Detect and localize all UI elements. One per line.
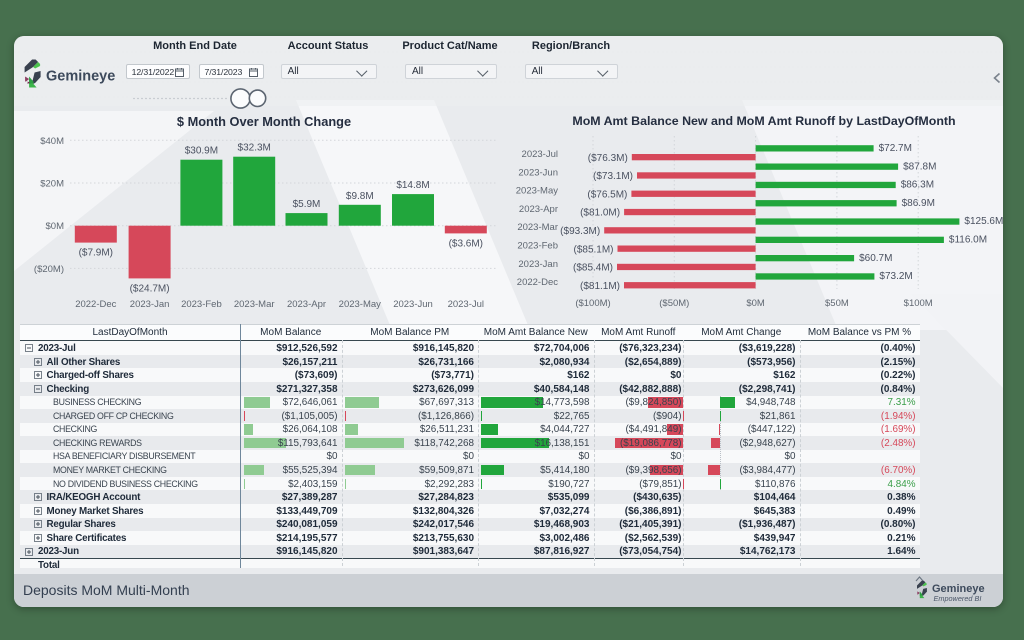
- svg-text:$30.9M: $30.9M: [185, 146, 218, 157]
- svg-text:$5.9M: $5.9M: [293, 199, 321, 210]
- svg-text:($81.1M): ($81.1M): [580, 281, 620, 292]
- svg-text:$86.9M: $86.9M: [902, 198, 935, 209]
- svg-text:2023-Jul: 2023-Jul: [448, 299, 484, 310]
- svg-text:2023-Feb: 2023-Feb: [181, 299, 222, 310]
- svg-text:($73.1M): ($73.1M): [593, 171, 633, 182]
- svg-text:2022-Dec: 2022-Dec: [517, 277, 558, 288]
- svg-text:$0M: $0M: [746, 298, 765, 309]
- svg-text:2023-Feb: 2023-Feb: [517, 241, 558, 252]
- svg-text:$87.8M: $87.8M: [903, 161, 936, 172]
- svg-text:$86.3M: $86.3M: [901, 180, 934, 191]
- svg-text:($76.5M): ($76.5M): [587, 189, 627, 200]
- svg-text:($85.4M): ($85.4M): [573, 263, 613, 274]
- svg-text:($93.3M): ($93.3M): [560, 226, 600, 237]
- svg-text:$100M: $100M: [904, 298, 933, 309]
- svg-text:2023-Mar: 2023-Mar: [234, 299, 275, 310]
- svg-text:($24.7M): ($24.7M): [130, 283, 170, 294]
- svg-text:Gemineye: Gemineye: [932, 583, 985, 595]
- svg-text:$50M: $50M: [825, 298, 849, 309]
- svg-text:$40M: $40M: [40, 136, 64, 147]
- svg-text:($50M): ($50M): [659, 298, 689, 309]
- svg-text:2023-May: 2023-May: [516, 186, 558, 197]
- svg-text:$32.3M: $32.3M: [238, 143, 271, 154]
- svg-text:($7.9M): ($7.9M): [79, 248, 113, 259]
- svg-text:2023-Jun: 2023-Jun: [393, 299, 433, 310]
- svg-text:($3.6M): ($3.6M): [449, 238, 483, 249]
- svg-text:MoM Amt Balance New and MoM Am: MoM Amt Balance New and MoM Amt Runoff b…: [572, 114, 955, 128]
- svg-text:($76.3M): ($76.3M): [588, 153, 628, 164]
- svg-text:$125.6M: $125.6M: [964, 216, 1003, 227]
- svg-text:2023-Jan: 2023-Jan: [130, 299, 170, 310]
- svg-text:($85.1M): ($85.1M): [573, 244, 613, 255]
- svg-text:Gemineye: Gemineye: [46, 69, 115, 85]
- svg-text:2023-Mar: 2023-Mar: [517, 222, 558, 233]
- svg-text:2023-May: 2023-May: [339, 299, 381, 310]
- svg-text:$73.2M: $73.2M: [879, 271, 912, 282]
- svg-text:2023-Jul: 2023-Jul: [522, 149, 558, 160]
- svg-text:($20M): ($20M): [34, 264, 64, 275]
- svg-text:$60.7M: $60.7M: [859, 253, 892, 264]
- svg-text:$9.8M: $9.8M: [346, 191, 374, 202]
- svg-text:2023-Apr: 2023-Apr: [287, 299, 326, 310]
- svg-text:$14.8M: $14.8M: [396, 180, 429, 191]
- svg-text:$20M: $20M: [40, 179, 64, 190]
- svg-text:$116.0M: $116.0M: [949, 235, 987, 246]
- svg-text:$ Month Over Month Change: $ Month Over Month Change: [177, 114, 351, 129]
- svg-text:2023-Jun: 2023-Jun: [518, 167, 558, 178]
- svg-text:2022-Dec: 2022-Dec: [75, 299, 116, 310]
- svg-text:$72.7M: $72.7M: [879, 143, 912, 154]
- svg-text:Empowered BI: Empowered BI: [934, 594, 982, 603]
- svg-text:($100M): ($100M): [575, 298, 610, 309]
- svg-text:$0M: $0M: [46, 221, 65, 232]
- svg-text:($81.0M): ($81.0M): [580, 208, 620, 219]
- svg-text:2023-Jan: 2023-Jan: [518, 259, 558, 270]
- svg-text:2023-Apr: 2023-Apr: [519, 204, 558, 215]
